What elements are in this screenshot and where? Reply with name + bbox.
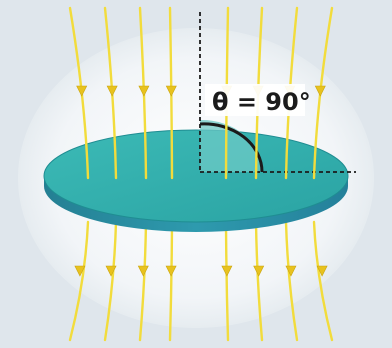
- disc-top-surface: [43, 129, 349, 223]
- field-line-lower-4: [168, 220, 174, 342]
- field-arrow-lower-1: [74, 265, 86, 277]
- angle-arc: [199, 122, 264, 173]
- field-arrow-upper-8: [314, 85, 326, 97]
- field-line-lower-1: [68, 220, 90, 342]
- field-line-lower-6: [254, 220, 264, 342]
- field-arrow-upper-4: [165, 85, 177, 97]
- field-line-upper-1: [68, 6, 90, 180]
- angle-label-box: θ = 90°: [205, 84, 311, 116]
- field-arrow-lower-5: [221, 265, 233, 277]
- field-line-lower-8: [312, 220, 334, 342]
- field-arrow-upper-1: [76, 85, 88, 97]
- field-line-upper-2: [103, 6, 118, 180]
- angle-wedge: [200, 119, 262, 172]
- field-line-lower-3: [138, 220, 148, 342]
- field-arrow-lower-3: [137, 265, 149, 277]
- field-arrow-lower-8: [316, 265, 328, 277]
- disc: [43, 119, 356, 232]
- field-arrow-lower-4: [165, 265, 177, 277]
- field-arrow-upper-3: [138, 85, 150, 97]
- angle-label: θ = 90°: [212, 88, 311, 116]
- field-line-lower-5: [224, 220, 230, 342]
- field-line-upper-8: [312, 6, 334, 180]
- field-arrow-upper-2: [106, 85, 118, 97]
- field-lines-below-disc: [68, 220, 334, 342]
- field-arrow-lower-6: [253, 265, 265, 277]
- field-line-lower-7: [284, 220, 299, 342]
- field-line-upper-3: [138, 6, 148, 180]
- field-arrow-lower-7: [285, 265, 297, 277]
- field-arrow-lower-2: [105, 265, 117, 277]
- field-line-lower-2: [103, 220, 118, 342]
